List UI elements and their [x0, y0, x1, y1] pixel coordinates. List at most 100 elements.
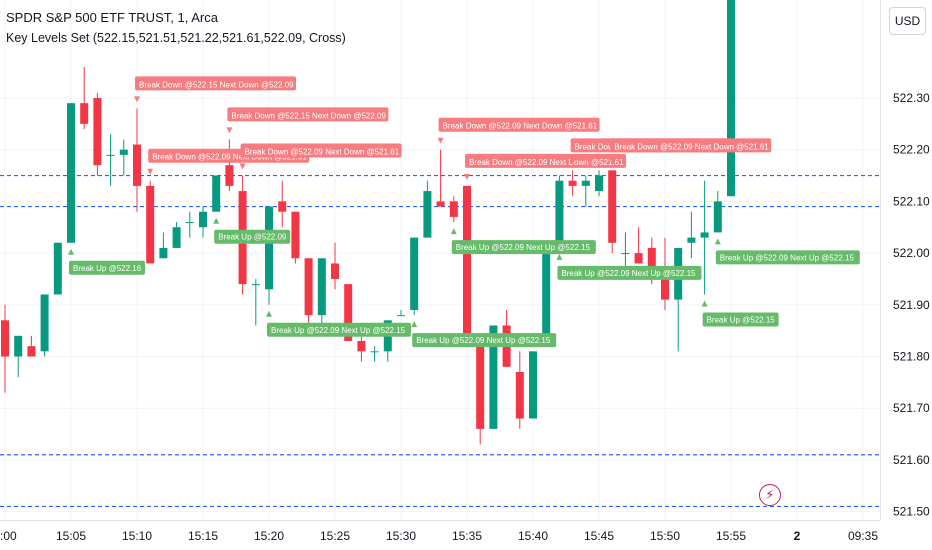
break-up-label-text: Break Up @522.09 Next Up @522.15: [456, 243, 591, 252]
break-down-label[interactable]: [438, 117, 600, 132]
price-axis[interactable]: [880, 0, 932, 550]
candle-body[interactable]: [40, 294, 49, 352]
break-up-label[interactable]: [214, 229, 291, 244]
break-down-label-text: Break Down @522.09 Next Down @521.61: [469, 158, 624, 167]
candle-body[interactable]: [397, 315, 405, 317]
break-up-label-text: Break Up @522.09 Next Up @522.15: [271, 326, 406, 335]
break-up-label-text: Break Up @522.09 Next Up @522.15: [720, 253, 855, 262]
break-down-arrow-icon: [239, 163, 246, 170]
time-tick-label: 15:05: [56, 529, 86, 543]
candle-body[interactable]: [529, 351, 537, 419]
break-down-arrow-icon: [464, 173, 470, 180]
candle-body[interactable]: [555, 180, 564, 248]
candle-body[interactable]: [542, 247, 551, 347]
time-tick-label: 15:55: [716, 529, 746, 543]
candle-body[interactable]: [515, 372, 524, 419]
break-up-label[interactable]: [557, 265, 702, 280]
price-tick-label: 521.70: [893, 401, 930, 415]
candle-body[interactable]: [489, 325, 498, 429]
candle-body[interactable]: [476, 346, 485, 429]
candle-body[interactable]: [423, 191, 432, 238]
time-tick-label: 15:45: [584, 529, 614, 543]
candle-body[interactable]: [463, 185, 471, 347]
break-down-label[interactable]: [610, 138, 772, 153]
candle-body[interactable]: [317, 258, 326, 316]
candle-body[interactable]: [278, 201, 287, 212]
time-tick-label: 15:40: [518, 529, 548, 543]
break-down-label-text: Break Down @522.15 Next Down @522.09: [231, 111, 386, 120]
break-up-label-text: Break Up @522.09: [218, 233, 287, 242]
price-tick-label: 521.90: [893, 298, 930, 312]
candle-body[interactable]: [14, 335, 23, 357]
break-up-label[interactable]: [69, 260, 145, 275]
candle-body[interactable]: [212, 175, 221, 212]
candle-body[interactable]: [700, 232, 709, 238]
candle-body[interactable]: [106, 154, 115, 156]
break-down-label-text: Break Down @522.09 Next Down @521.61: [152, 153, 307, 162]
symbol-title[interactable]: SPDR S&P 500 ETF TRUST, 1, Arca: [6, 10, 218, 25]
candle-body[interactable]: [608, 170, 617, 243]
candle-body[interactable]: [265, 206, 273, 290]
break-down-arrow-icon: [569, 158, 576, 165]
break-down-arrow-icon: [437, 137, 444, 144]
candle-body[interactable]: [568, 180, 577, 186]
candle-body[interactable]: [80, 103, 89, 124]
time-tick-label: 15:50: [650, 529, 680, 543]
candle-body[interactable]: [185, 222, 194, 224]
lightning-icon[interactable]: ⚡: [759, 484, 781, 506]
candle-body[interactable]: [225, 165, 234, 186]
break-down-label[interactable]: [135, 76, 296, 91]
candle-body[interactable]: [93, 98, 102, 166]
candle-body[interactable]: [713, 201, 722, 233]
candle-body[interactable]: [133, 144, 141, 186]
time-axis[interactable]: [0, 520, 932, 550]
break-down-label[interactable]: [227, 107, 389, 122]
candle-body[interactable]: [370, 351, 379, 353]
candle-body[interactable]: [687, 237, 696, 243]
candle-body[interactable]: [449, 201, 458, 217]
candle-body[interactable]: [647, 247, 656, 279]
candle-body[interactable]: [595, 175, 603, 192]
candle-body[interactable]: [410, 237, 419, 310]
candle-body[interactable]: [1, 320, 9, 357]
candle-body[interactable]: [27, 346, 36, 357]
candle-body[interactable]: [621, 253, 630, 255]
candle-body[interactable]: [119, 149, 128, 155]
break-up-label[interactable]: [702, 312, 779, 327]
currency-button[interactable]: USD: [889, 7, 926, 35]
candle-body[interactable]: [291, 211, 300, 259]
break-up-label[interactable]: [715, 250, 860, 265]
candle-body[interactable]: [67, 103, 75, 243]
candle-body[interactable]: [634, 253, 643, 264]
break-down-arrow-icon: [609, 158, 616, 165]
time-tick-label: 15:30: [386, 529, 416, 543]
indicator-legend[interactable]: Key Levels Set (522.15,521.51,521.22,521…: [6, 31, 346, 45]
candle-body[interactable]: [199, 211, 207, 228]
candle-body[interactable]: [159, 247, 168, 259]
candle-body[interactable]: [661, 273, 669, 300]
break-up-arrow-icon: [556, 253, 563, 260]
candle-body[interactable]: [436, 201, 445, 207]
break-up-label-text: Break Up @522.09 Next Up @522.15: [416, 336, 551, 345]
break-up-label-text: Break Up @522.09 Next Up @522.15: [561, 269, 696, 278]
candle-body[interactable]: [331, 263, 339, 279]
time-tick-label: 15:10: [122, 529, 152, 543]
candle-body[interactable]: [251, 284, 260, 286]
candle-body[interactable]: [727, 0, 735, 197]
break-up-label[interactable]: [267, 322, 411, 337]
break-down-label[interactable]: [465, 153, 626, 168]
break-up-label[interactable]: [451, 240, 596, 255]
price-tick-label: 521.50: [893, 505, 930, 519]
break-down-label[interactable]: [240, 143, 402, 158]
candle-body[interactable]: [581, 180, 590, 186]
candle-body[interactable]: [304, 258, 313, 316]
break-up-label[interactable]: [412, 333, 557, 348]
candle-body[interactable]: [146, 185, 155, 264]
break-down-label-text: Break Down @522.09 Next Down @521.61: [443, 122, 598, 131]
candle-body[interactable]: [172, 227, 181, 248]
candle-body[interactable]: [344, 284, 353, 341]
candle-body[interactable]: [53, 242, 62, 295]
break-up-arrow-icon: [213, 217, 220, 224]
candle-body[interactable]: [357, 340, 366, 352]
